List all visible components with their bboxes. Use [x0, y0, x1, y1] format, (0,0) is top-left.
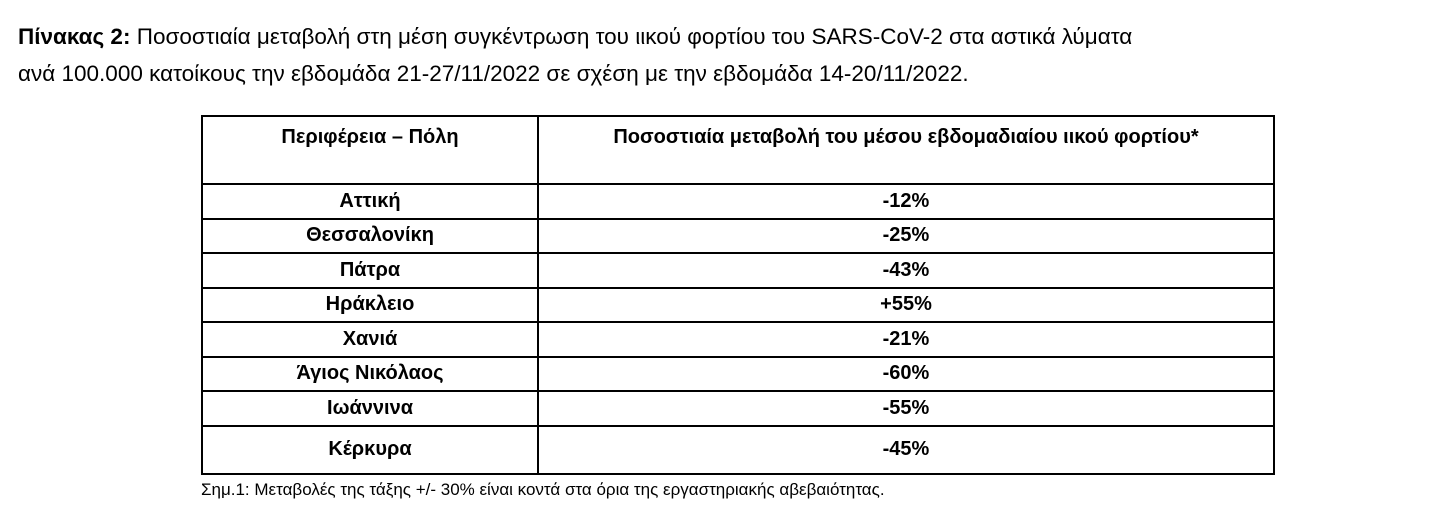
data-table: Περιφέρεια – Πόλη Ποσοστιαία μεταβολή το…: [201, 115, 1275, 475]
city-cell: Κέρκυρα: [201, 424, 539, 475]
note: Σημ.1: Μεταβολές της τάξης +/- 30% είναι…: [201, 480, 885, 499]
caption: Πίνακας 2: Ποσοστιαία μεταβολή στη μέση …: [18, 18, 1418, 92]
city-cell: Θεσσαλονίκη: [201, 217, 539, 254]
city-cell: Ηράκλειο: [201, 286, 539, 323]
city-cell: Άγιος Νικόλαος: [201, 355, 539, 392]
header-row: Περιφέρεια – Πόλη Ποσοστιαία μεταβολή το…: [201, 115, 1275, 185]
table-row: Πάτρα -43%: [201, 252, 1275, 289]
change-cell: -12%: [537, 183, 1275, 220]
table-row: Χανιά -21%: [201, 321, 1275, 358]
header-text: Ποσοστιαία μεταβολή του μέσου εβδομαδιαί…: [613, 126, 1199, 148]
table-row: Θεσσαλονίκη -25%: [201, 217, 1275, 254]
table-head: Περιφέρεια – Πόλη Ποσοστιαία μεταβολή το…: [201, 115, 1275, 185]
change-cell: -60%: [537, 355, 1275, 392]
caption-line: ανά 100.000 κατοίκους την εβδομάδα 21-27…: [18, 61, 969, 86]
caption-label: Πίνακας 2:: [18, 24, 131, 49]
header-cell: Ποσοστιαία μεταβολή του μέσου εβδομαδιαί…: [537, 115, 1275, 185]
city-cell: Ιωάννινα: [201, 390, 539, 427]
change-cell: -25%: [537, 217, 1275, 254]
change-cell: -55%: [537, 390, 1275, 427]
table-row: Ηράκλειο +55%: [201, 286, 1275, 323]
table-row: Ιωάννινα -55%: [201, 390, 1275, 427]
table-body: Αττική -12% Θεσσαλονίκη -25% Πάτρα -43% Ηράκλε…: [201, 183, 1275, 475]
change-cell: -21%: [537, 321, 1275, 358]
caption-text: Ποσοστιαία μεταβολή στη μέση συγκέντρωση…: [136, 24, 1133, 49]
city-cell: Πάτρα: [201, 252, 539, 289]
caption-line: Πίνακας 2: Ποσοστιαία μεταβολή στη μέση …: [18, 18, 1418, 55]
table-row: Αττική -12%: [201, 183, 1275, 220]
change-cell: +55%: [537, 286, 1275, 323]
header-cell: Περιφέρεια – Πόλη: [201, 115, 539, 185]
change-cell: -45%: [537, 424, 1275, 475]
table-row: Άγιος Νικόλαος -60%: [201, 355, 1275, 392]
city-cell: Αττική: [201, 183, 539, 220]
change-cell: -43%: [537, 252, 1275, 289]
table-row: Κέρκυρα -45%: [201, 424, 1275, 475]
city-cell: Χανιά: [201, 321, 539, 358]
